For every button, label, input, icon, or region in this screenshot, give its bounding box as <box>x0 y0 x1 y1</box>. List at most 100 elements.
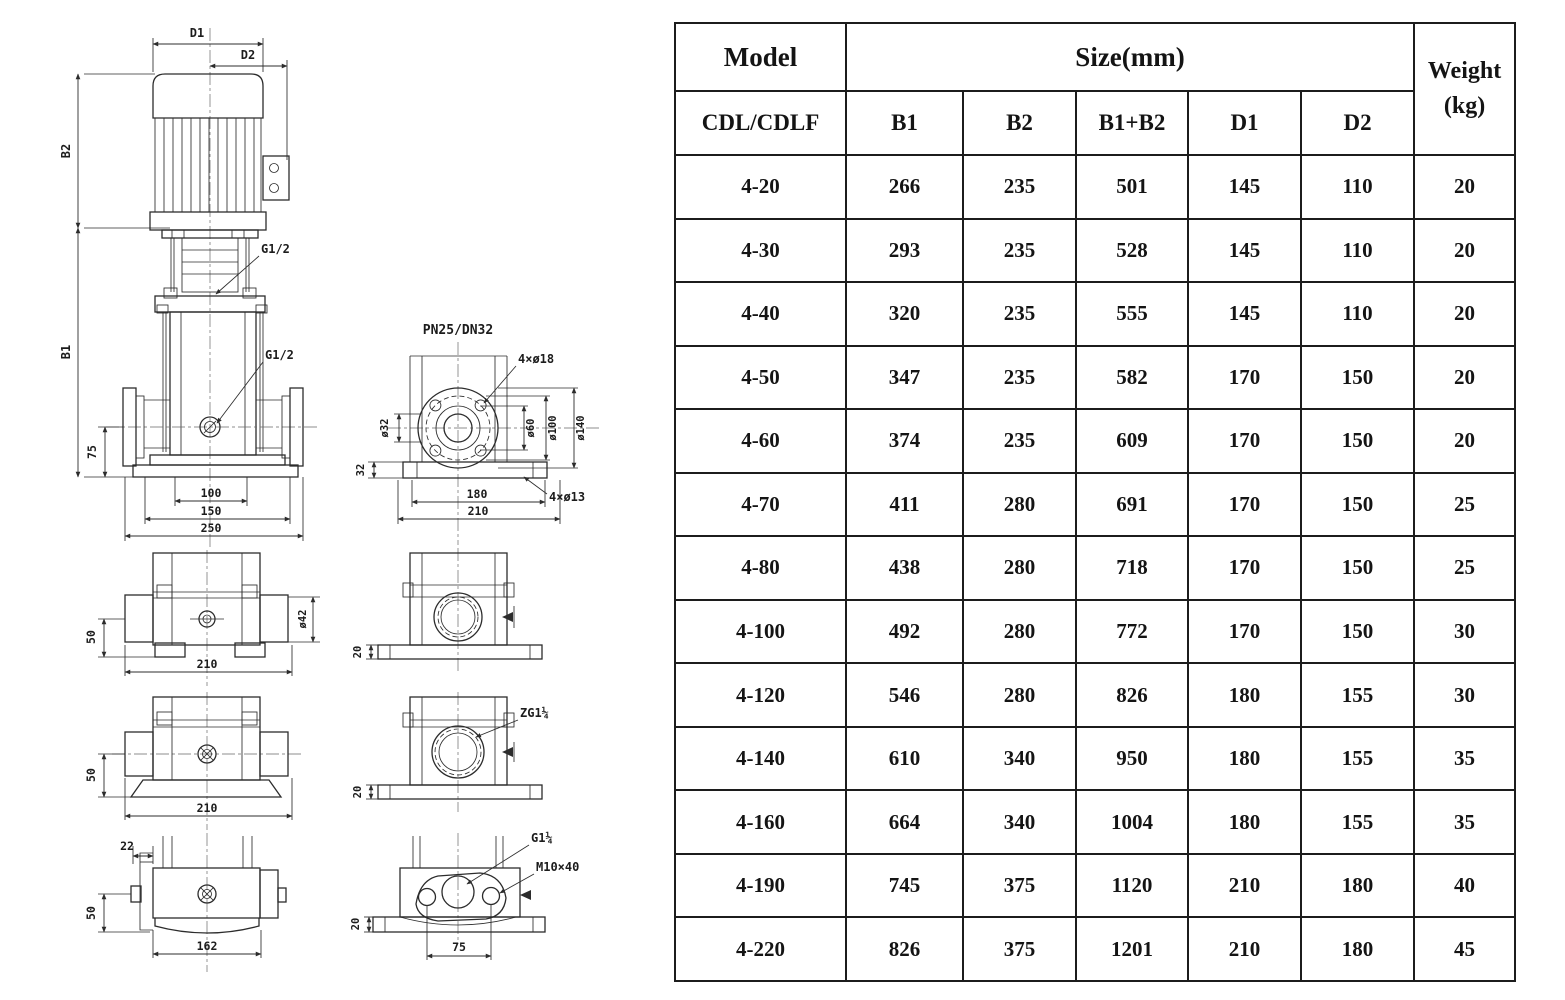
cell-model: 4-20 <box>674 154 847 220</box>
dim-d2: D2 <box>241 48 255 62</box>
cell-d1: 170 <box>1187 344 1302 411</box>
cell-b1b2: 555 <box>1075 281 1189 347</box>
cell-model: 4-30 <box>674 217 847 284</box>
cell-b1: 438 <box>845 535 964 601</box>
mount-view-b: 50 210 <box>84 692 303 830</box>
table-row: 4-40 320 235 555 145 110 20 <box>674 281 1517 347</box>
dim-20-a: 20 <box>352 646 364 659</box>
cell-b2: 280 <box>962 471 1077 538</box>
pump-outline-drawing: D1 D2 <box>59 26 600 972</box>
callout-g-half-lower: G1/2 <box>265 348 294 362</box>
cell-d1: 145 <box>1187 154 1302 220</box>
callout-g-half-upper: G1/2 <box>261 242 290 256</box>
cell-d2: 150 <box>1299 598 1416 665</box>
callout-4xd13: 4×ø13 <box>549 490 585 504</box>
dim-d1: D1 <box>190 26 204 40</box>
cell-weight: 45 <box>1413 916 1517 982</box>
cell-model: 4-70 <box>674 471 847 538</box>
table-row: 4-100 492 280 772 170 150 30 <box>674 598 1517 665</box>
cell-model: 4-160 <box>674 789 847 855</box>
table-row: 4-190 745 375 1120 210 180 40 <box>674 852 1517 919</box>
cell-b1: 293 <box>845 217 964 284</box>
cell-d2: 150 <box>1299 471 1416 538</box>
cell-b1b2: 582 <box>1075 344 1189 411</box>
header-b2: B2 <box>962 90 1077 156</box>
dim-75-c: 75 <box>452 940 466 954</box>
dim-dia100: ø100 <box>547 415 559 440</box>
cell-b1: 664 <box>845 789 964 855</box>
cell-d1: 180 <box>1187 662 1302 728</box>
callout-m10x40: M10×40 <box>536 860 579 874</box>
cell-model: 4-40 <box>674 281 847 347</box>
port-view-a: 20 <box>352 548 543 672</box>
dimension-table-body: 4-20 266 235 501 145 110 20 4-30 293 235 528 145 110… <box>674 154 1517 982</box>
cell-d2: 110 <box>1299 281 1416 347</box>
dim-22: 22 <box>120 839 134 853</box>
dim-75: 75 <box>85 445 99 459</box>
dim-dia60: ø60 <box>525 419 537 438</box>
cell-model: 4-120 <box>674 662 847 728</box>
cell-b1: 745 <box>845 852 964 919</box>
table-row: 4-160 664 340 1004 180 155 35 <box>674 789 1517 855</box>
cell-d2: 180 <box>1299 852 1416 919</box>
header-size: Size(mm) <box>844 22 1416 92</box>
dim-b1: B1 <box>59 345 73 359</box>
cell-b1: 411 <box>845 471 964 538</box>
cell-weight: 20 <box>1413 408 1517 474</box>
cell-weight: 35 <box>1413 789 1517 855</box>
cell-b2: 280 <box>962 662 1077 728</box>
cell-d1: 145 <box>1187 217 1302 284</box>
cell-weight: 20 <box>1413 217 1517 284</box>
pump-front-view: D1 D2 <box>59 26 318 548</box>
cell-d2: 150 <box>1299 408 1416 474</box>
cell-weight: 30 <box>1413 662 1517 728</box>
dim-b2: B2 <box>59 144 73 158</box>
cell-model: 4-140 <box>674 725 847 792</box>
dim-100: 100 <box>201 486 222 500</box>
cell-model: 4-60 <box>674 408 847 474</box>
table-row: 4-60 374 235 609 170 150 20 <box>674 408 1517 474</box>
table-row: 4-50 347 235 582 170 150 20 <box>674 344 1517 411</box>
flange-title: PN25/DN32 <box>423 323 493 338</box>
cell-d2: 110 <box>1299 217 1416 284</box>
cell-model: 4-80 <box>674 535 847 601</box>
table-row: 4-30 293 235 528 145 110 20 <box>674 217 1517 284</box>
cell-weight: 25 <box>1413 471 1517 538</box>
dim-250: 250 <box>201 521 222 535</box>
cell-d1: 170 <box>1187 598 1302 665</box>
cell-b2: 235 <box>962 344 1077 411</box>
cell-b2: 280 <box>962 598 1077 665</box>
cell-b1: 546 <box>845 662 964 728</box>
cell-b1: 374 <box>845 408 964 474</box>
cell-b2: 375 <box>962 852 1077 919</box>
table-row: 4-80 438 280 718 170 150 25 <box>674 535 1517 601</box>
cell-d1: 210 <box>1187 852 1302 919</box>
cell-d2: 155 <box>1299 725 1416 792</box>
callout-g114: G1¼ <box>531 831 553 845</box>
port-view-c: G1¼ M10×40 75 20 <box>350 831 579 960</box>
cell-b2: 340 <box>962 725 1077 792</box>
cell-d1: 210 <box>1187 916 1302 982</box>
pipe-flanges <box>106 387 318 467</box>
cell-weight: 40 <box>1413 852 1517 919</box>
header-weight-unit: (kg) <box>1443 93 1486 119</box>
dim-50-c: 50 <box>84 906 98 920</box>
cell-b1b2: 1120 <box>1075 852 1189 919</box>
cell-d1: 180 <box>1187 725 1302 792</box>
cell-weight: 25 <box>1413 535 1517 601</box>
dim-50-a: 50 <box>84 630 98 644</box>
cell-b1: 347 <box>845 344 964 411</box>
cell-b1b2: 772 <box>1075 598 1189 665</box>
header-d2: D2 <box>1299 90 1416 156</box>
dim-210-flange: 210 <box>468 504 489 518</box>
cell-d2: 155 <box>1299 789 1416 855</box>
terminal-box <box>262 155 290 201</box>
table-row: 4-20 266 235 501 145 110 20 <box>674 154 1517 220</box>
cell-b2: 340 <box>962 789 1077 855</box>
dim-dia42: ø42 <box>297 610 309 629</box>
cell-d2: 150 <box>1299 535 1416 601</box>
header-d1: D1 <box>1187 90 1302 156</box>
table-row: 4-120 546 280 826 180 155 30 <box>674 662 1517 728</box>
dim-32: 32 <box>355 464 367 477</box>
